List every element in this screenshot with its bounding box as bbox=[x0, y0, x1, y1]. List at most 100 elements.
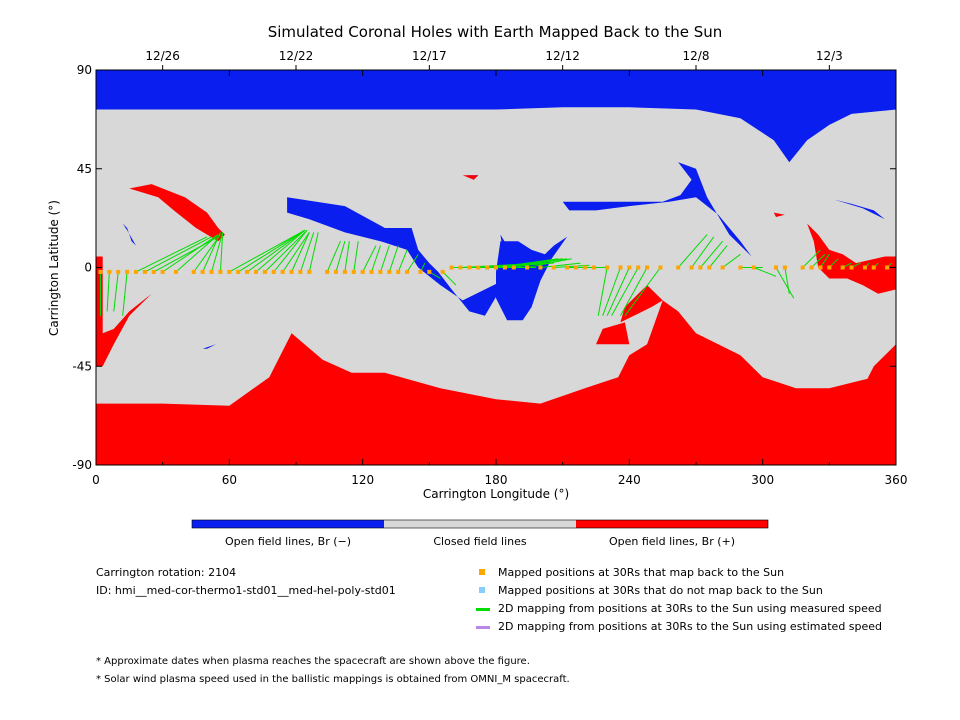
mapped-point bbox=[289, 269, 294, 274]
colorbar-segment bbox=[576, 520, 768, 528]
mapped-point bbox=[720, 265, 725, 270]
measured-mapping-line bbox=[784, 267, 790, 294]
mapped-point bbox=[427, 269, 432, 274]
mapped-point bbox=[245, 269, 250, 274]
mapped-point bbox=[298, 269, 303, 274]
open-positive-region bbox=[96, 256, 152, 367]
measured-mapping-line bbox=[237, 229, 306, 273]
mapped-point bbox=[782, 265, 787, 270]
open-positive-region bbox=[773, 212, 785, 217]
measured-mapping-line bbox=[820, 254, 830, 268]
mapped-point bbox=[449, 265, 454, 270]
measured-mapping-line bbox=[326, 240, 341, 273]
mapped-point bbox=[485, 265, 490, 270]
date-label: 12/17 bbox=[412, 49, 447, 63]
colorbar-segment bbox=[384, 520, 576, 528]
x-tick-label: 180 bbox=[485, 473, 508, 487]
mapped-point bbox=[467, 265, 472, 270]
mapped-point bbox=[236, 269, 241, 274]
mapped-point bbox=[378, 269, 383, 274]
measured-mapping-line bbox=[106, 271, 110, 312]
mapped-point bbox=[191, 269, 196, 274]
x-axis-label: Carrington Longitude (°) bbox=[423, 487, 569, 501]
legend-label: Mapped positions at 30Rs that map back t… bbox=[498, 566, 785, 579]
open-positive-region bbox=[596, 322, 630, 345]
y-tick-label: 90 bbox=[77, 63, 92, 77]
measured-mapping-line bbox=[299, 232, 315, 273]
colorbar-label: Closed field lines bbox=[433, 535, 527, 548]
open-positive-region bbox=[620, 285, 663, 323]
mapped-point bbox=[440, 269, 445, 274]
measured-mapping-line bbox=[291, 232, 310, 273]
measured-mapping-line bbox=[362, 245, 377, 273]
open-positive-region bbox=[862, 344, 896, 391]
mapped-point bbox=[565, 265, 570, 270]
date-label: 12/22 bbox=[279, 49, 314, 63]
measured-mapping-line bbox=[775, 267, 795, 299]
measured-mapping-line bbox=[700, 240, 724, 268]
measured-mapping-line bbox=[255, 229, 306, 273]
measured-mapping-line bbox=[606, 267, 630, 316]
measured-mapping-line bbox=[202, 232, 221, 273]
x-axis-ticks: 0 60 120 180 240 300 360 bbox=[92, 70, 907, 487]
mapped-point bbox=[885, 265, 890, 270]
mapped-point bbox=[840, 265, 845, 270]
mapped-point bbox=[502, 265, 507, 270]
y-tick-label: -45 bbox=[72, 359, 92, 373]
mapped-point bbox=[551, 265, 556, 270]
mapped-point bbox=[738, 265, 743, 270]
top-date-labels: 12/26 12/22 12/17 12/12 12/8 12/3 bbox=[145, 49, 843, 70]
mapped-point bbox=[254, 269, 258, 274]
note-dates: * Approximate dates when plasma reaches … bbox=[96, 656, 530, 667]
open-positive-regions bbox=[96, 175, 896, 465]
measured-mapping-line bbox=[597, 267, 608, 316]
mapped-point bbox=[636, 265, 641, 270]
mapped-point bbox=[511, 265, 516, 270]
open-negative-region bbox=[496, 236, 568, 321]
mapped-point bbox=[418, 269, 423, 274]
measured-mapping-line bbox=[344, 241, 350, 272]
open-negative-region bbox=[122, 223, 136, 246]
note-speed: * Solar wind plasma speed used in the ba… bbox=[96, 674, 570, 685]
measured-mapping-line bbox=[602, 267, 621, 316]
mapped-point bbox=[689, 265, 694, 270]
mapped-point bbox=[827, 265, 832, 270]
mapped-point bbox=[334, 269, 338, 274]
open-negative-region bbox=[202, 344, 216, 349]
mapped-point bbox=[574, 265, 578, 270]
measured-mapping-line bbox=[219, 232, 224, 272]
mapped-point bbox=[325, 269, 330, 274]
mapped-point bbox=[476, 265, 481, 270]
date-label: 12/3 bbox=[816, 49, 843, 63]
mapped-point bbox=[458, 265, 463, 270]
mapped-point bbox=[396, 269, 401, 274]
model-id: ID: hmi__med-cor-thermo1-std01__med-hel-… bbox=[96, 584, 396, 597]
measured-mapping-line bbox=[162, 234, 219, 273]
measured-mapping-line bbox=[527, 258, 572, 268]
mapped-points bbox=[98, 265, 890, 274]
y-axis-ticks: 90 45 0 -45 -90 bbox=[72, 63, 896, 472]
mapped-point bbox=[618, 265, 623, 270]
measured-mapping-line bbox=[379, 245, 390, 273]
measured-mapping-line bbox=[388, 245, 399, 273]
mapped-point bbox=[107, 269, 112, 274]
mapped-point bbox=[605, 265, 610, 270]
open-positive-region bbox=[807, 223, 896, 294]
measured-mapping-line bbox=[513, 258, 568, 268]
measured-mapping-line bbox=[246, 229, 306, 273]
y-tick-label: -90 bbox=[72, 458, 92, 472]
date-label: 12/8 bbox=[683, 49, 710, 63]
measured-mapping-line bbox=[353, 241, 359, 272]
mapped-point bbox=[774, 265, 778, 270]
measured-mapping-line bbox=[229, 229, 306, 273]
measured-mapping-line bbox=[122, 271, 128, 316]
mapped-point bbox=[707, 265, 712, 270]
legend-square-swatch bbox=[479, 569, 485, 575]
mapped-point bbox=[862, 265, 867, 270]
measured-mapping-line bbox=[193, 234, 221, 273]
mapped-point bbox=[125, 269, 130, 274]
x-tick-label: 60 bbox=[222, 473, 237, 487]
mapped-point bbox=[351, 269, 356, 274]
mapped-point bbox=[174, 269, 178, 274]
measured-mapping-line bbox=[442, 271, 457, 286]
